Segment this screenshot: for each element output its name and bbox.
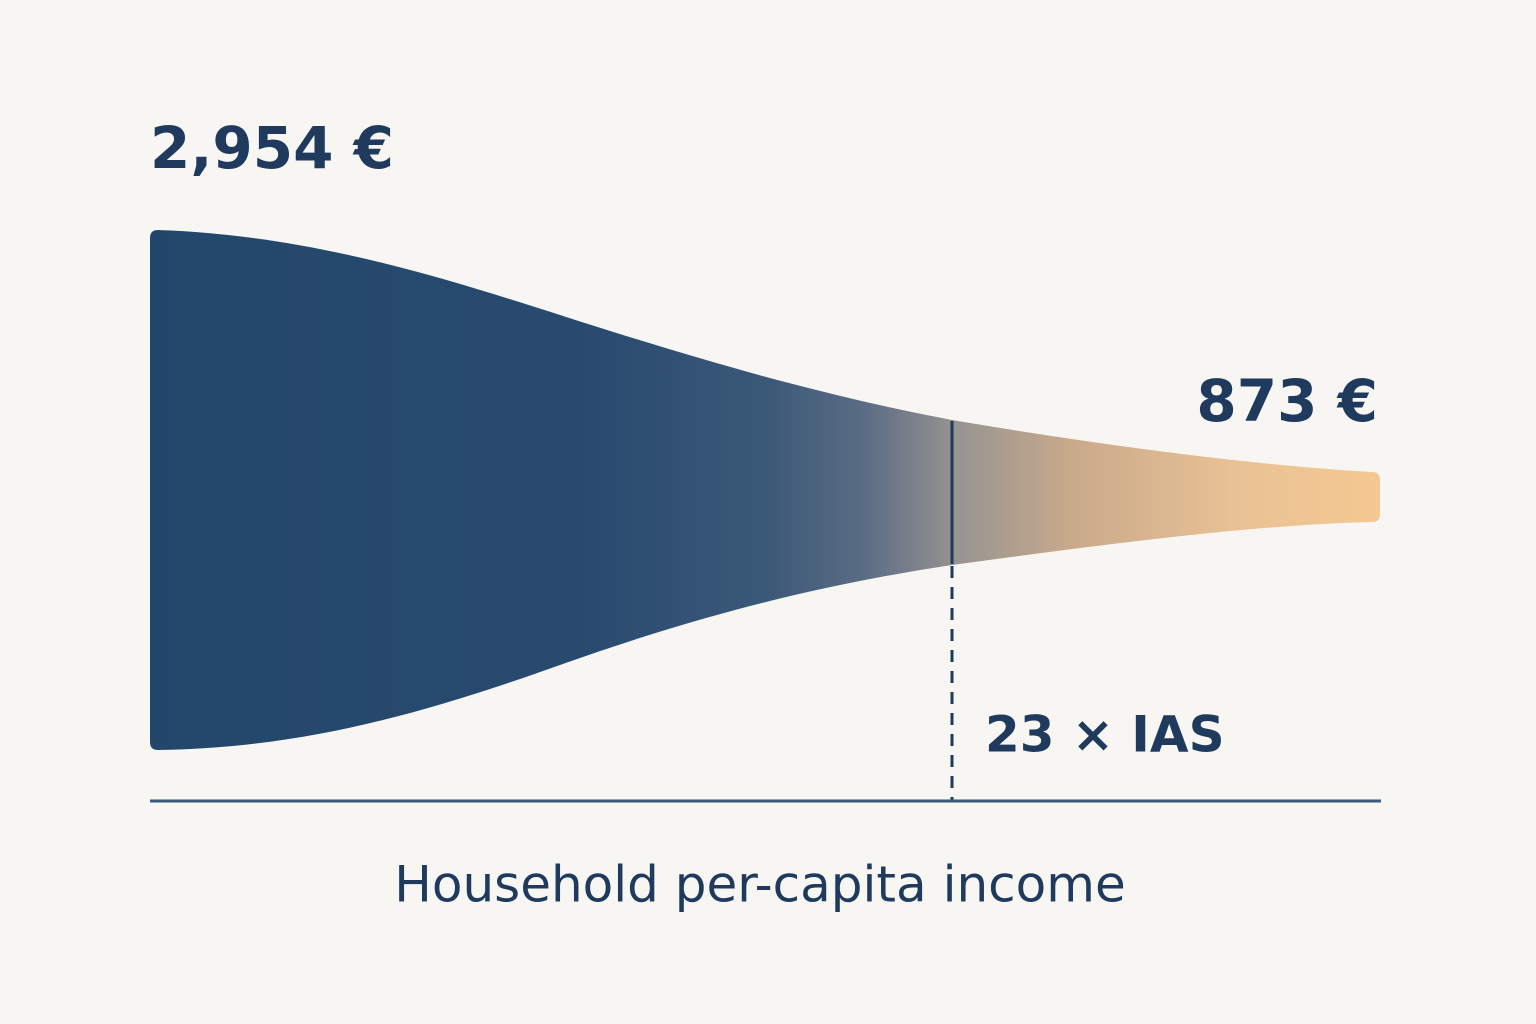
axis-label: Household per-capita income <box>394 856 1125 914</box>
max-income-label: 2,954 € <box>150 114 394 182</box>
threshold-label: 23 × IAS <box>985 706 1225 764</box>
income-flow-shape <box>150 230 1380 750</box>
min-income-label: 873 € <box>1196 367 1378 435</box>
